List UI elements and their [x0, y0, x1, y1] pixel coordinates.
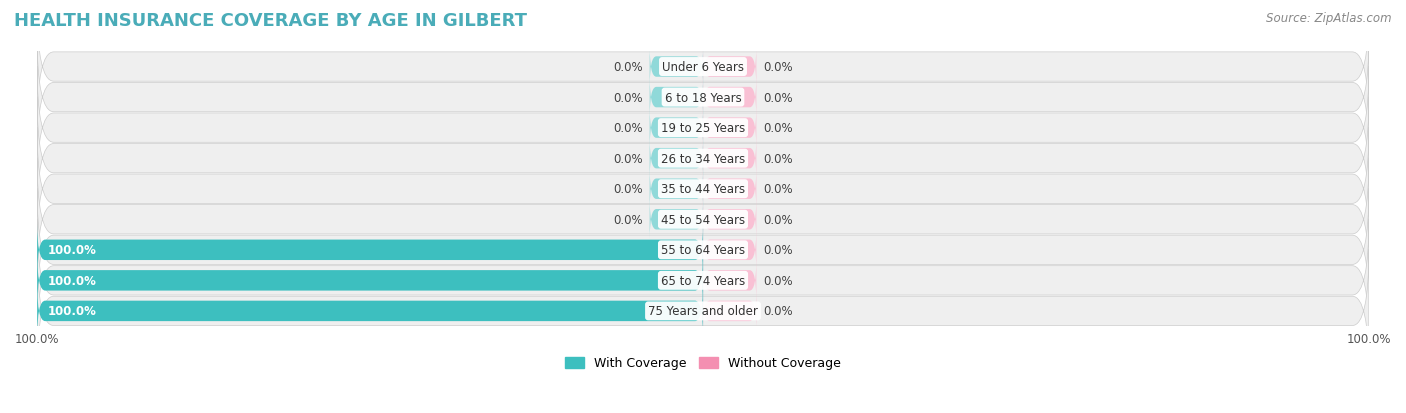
FancyBboxPatch shape — [703, 108, 756, 149]
Text: 65 to 74 Years: 65 to 74 Years — [661, 274, 745, 287]
Text: Source: ZipAtlas.com: Source: ZipAtlas.com — [1267, 12, 1392, 25]
FancyBboxPatch shape — [37, 67, 1369, 190]
Text: 0.0%: 0.0% — [763, 61, 793, 74]
FancyBboxPatch shape — [703, 261, 756, 301]
FancyBboxPatch shape — [650, 108, 703, 149]
Text: 0.0%: 0.0% — [763, 305, 793, 318]
Text: 0.0%: 0.0% — [763, 91, 793, 104]
Text: 100.0%: 100.0% — [48, 305, 96, 318]
Text: 75 Years and older: 75 Years and older — [648, 305, 758, 318]
FancyBboxPatch shape — [703, 169, 756, 209]
Text: Under 6 Years: Under 6 Years — [662, 61, 744, 74]
FancyBboxPatch shape — [703, 47, 756, 88]
Text: 35 to 44 Years: 35 to 44 Years — [661, 183, 745, 196]
FancyBboxPatch shape — [37, 285, 703, 337]
FancyBboxPatch shape — [703, 199, 756, 240]
Text: 55 to 64 Years: 55 to 64 Years — [661, 244, 745, 257]
FancyBboxPatch shape — [37, 224, 703, 277]
Text: 0.0%: 0.0% — [613, 91, 643, 104]
FancyBboxPatch shape — [703, 138, 756, 179]
FancyBboxPatch shape — [37, 6, 1369, 129]
Text: 0.0%: 0.0% — [763, 183, 793, 196]
Text: 0.0%: 0.0% — [763, 122, 793, 135]
Text: 100.0%: 100.0% — [48, 274, 96, 287]
Text: 26 to 34 Years: 26 to 34 Years — [661, 152, 745, 165]
FancyBboxPatch shape — [37, 97, 1369, 221]
Text: 0.0%: 0.0% — [613, 183, 643, 196]
Text: 100.0%: 100.0% — [48, 244, 96, 257]
FancyBboxPatch shape — [37, 36, 1369, 159]
FancyBboxPatch shape — [650, 199, 703, 240]
FancyBboxPatch shape — [37, 254, 703, 307]
FancyBboxPatch shape — [703, 78, 756, 118]
FancyBboxPatch shape — [703, 291, 756, 331]
Text: 45 to 54 Years: 45 to 54 Years — [661, 213, 745, 226]
Text: 0.0%: 0.0% — [763, 274, 793, 287]
Text: 0.0%: 0.0% — [763, 152, 793, 165]
Legend: With Coverage, Without Coverage: With Coverage, Without Coverage — [565, 356, 841, 370]
Text: 0.0%: 0.0% — [763, 244, 793, 257]
FancyBboxPatch shape — [650, 169, 703, 209]
Text: 0.0%: 0.0% — [613, 122, 643, 135]
Text: 0.0%: 0.0% — [763, 213, 793, 226]
FancyBboxPatch shape — [650, 138, 703, 179]
Text: HEALTH INSURANCE COVERAGE BY AGE IN GILBERT: HEALTH INSURANCE COVERAGE BY AGE IN GILB… — [14, 12, 527, 30]
Text: 0.0%: 0.0% — [613, 61, 643, 74]
FancyBboxPatch shape — [703, 230, 756, 271]
Text: 0.0%: 0.0% — [613, 213, 643, 226]
FancyBboxPatch shape — [37, 249, 1369, 373]
FancyBboxPatch shape — [37, 219, 1369, 342]
Text: 0.0%: 0.0% — [613, 152, 643, 165]
FancyBboxPatch shape — [37, 128, 1369, 251]
Text: 6 to 18 Years: 6 to 18 Years — [665, 91, 741, 104]
FancyBboxPatch shape — [37, 189, 1369, 312]
FancyBboxPatch shape — [37, 158, 1369, 281]
FancyBboxPatch shape — [650, 47, 703, 88]
Text: 19 to 25 Years: 19 to 25 Years — [661, 122, 745, 135]
FancyBboxPatch shape — [650, 78, 703, 118]
